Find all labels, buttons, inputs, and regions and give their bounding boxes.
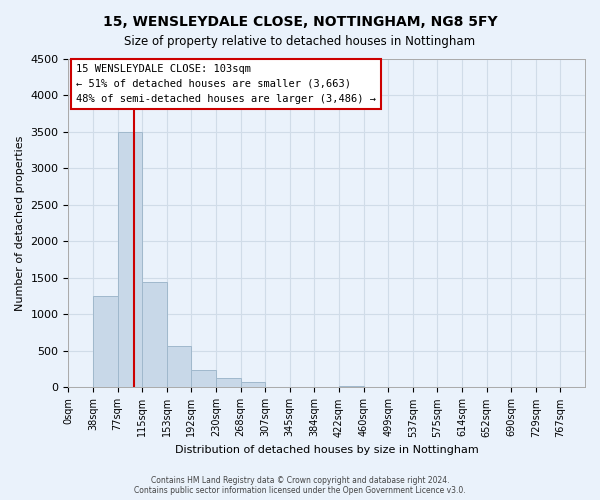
Bar: [93, 296, 118, 388]
Text: Size of property relative to detached houses in Nottingham: Size of property relative to detached ho…: [124, 35, 476, 48]
Bar: [241, 382, 265, 388]
Bar: [191, 370, 216, 388]
X-axis label: Distribution of detached houses by size in Nottingham: Distribution of detached houses by size …: [175, 445, 479, 455]
Bar: [339, 386, 364, 388]
Bar: [167, 346, 191, 388]
Bar: [216, 378, 241, 388]
Text: Contains HM Land Registry data © Crown copyright and database right 2024.
Contai: Contains HM Land Registry data © Crown c…: [134, 476, 466, 495]
Bar: [118, 132, 142, 388]
Bar: [142, 282, 167, 388]
Y-axis label: Number of detached properties: Number of detached properties: [15, 136, 25, 311]
Text: 15, WENSLEYDALE CLOSE, NOTTINGHAM, NG8 5FY: 15, WENSLEYDALE CLOSE, NOTTINGHAM, NG8 5…: [103, 15, 497, 29]
Text: 15 WENSLEYDALE CLOSE: 103sqm
← 51% of detached houses are smaller (3,663)
48% of: 15 WENSLEYDALE CLOSE: 103sqm ← 51% of de…: [76, 64, 376, 104]
